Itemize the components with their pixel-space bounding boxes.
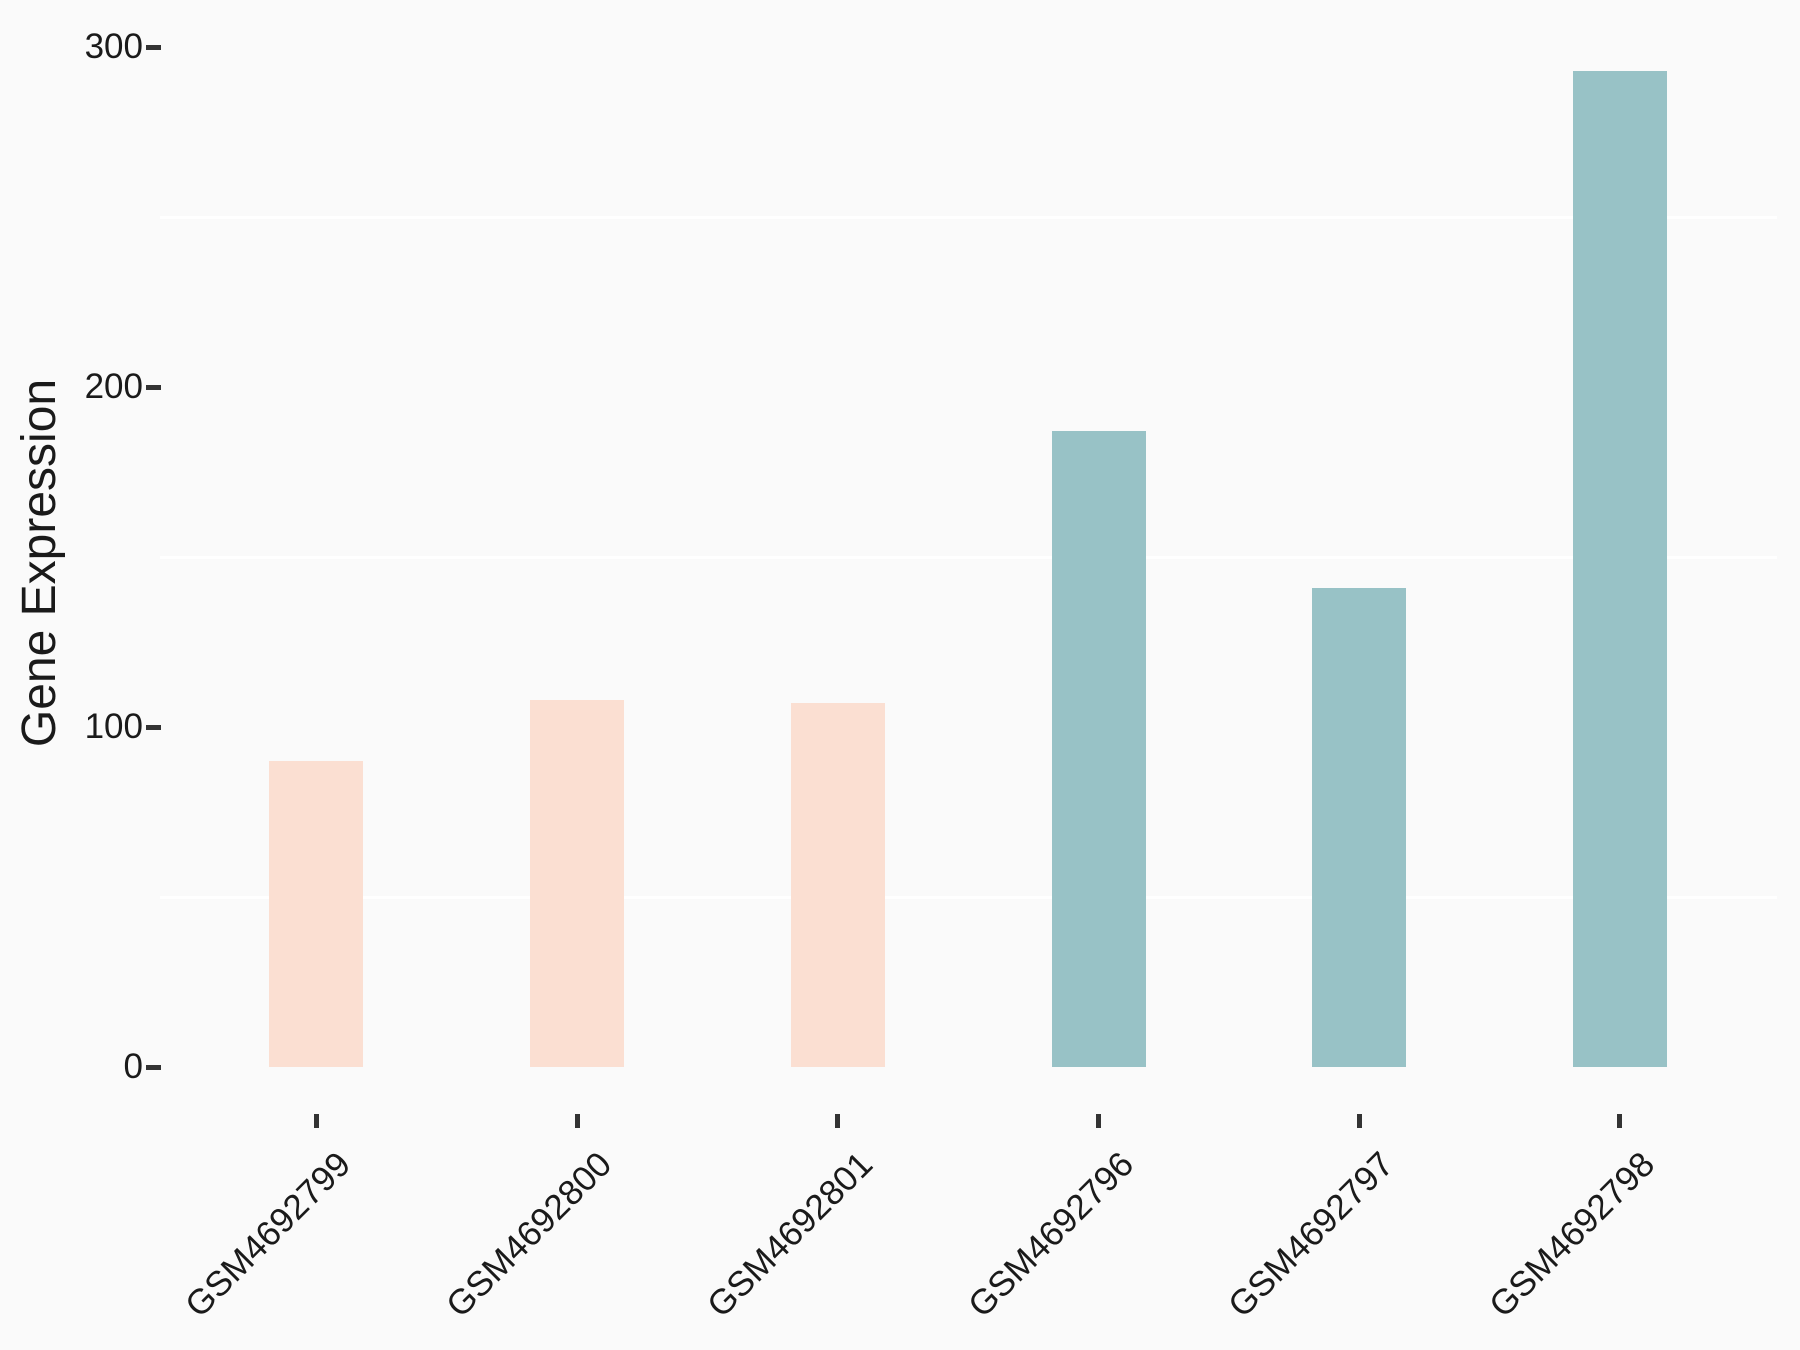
y-tick-mark-300 xyxy=(146,44,161,50)
x-tick-mark-GSM4692799 xyxy=(313,1114,319,1128)
y-tick-label-0: 0 xyxy=(123,1047,143,1086)
y-tick-label-100: 100 xyxy=(84,707,143,746)
x-tick-label-GSM4692799: GSM4692799 xyxy=(178,1144,359,1325)
minor-gridline-50 xyxy=(160,895,1777,899)
x-tick-label-GSM4692796: GSM4692796 xyxy=(960,1144,1141,1325)
minor-gridline-250 xyxy=(160,215,1777,219)
bar-GSM4692800 xyxy=(530,699,625,1067)
minor-gridline-150 xyxy=(160,555,1777,559)
x-tick-mark-GSM4692798 xyxy=(1617,1114,1623,1128)
x-tick-mark-GSM4692800 xyxy=(574,1114,580,1128)
x-tick-mark-GSM4692797 xyxy=(1356,1114,1362,1128)
bar-GSM4692796 xyxy=(1051,431,1146,1067)
y-tick-label-200: 200 xyxy=(84,367,143,406)
x-tick-label-GSM4692801: GSM4692801 xyxy=(699,1144,880,1325)
y-tick-mark-200 xyxy=(146,384,161,390)
x-tick-mark-GSM4692796 xyxy=(1096,1114,1102,1128)
x-tick-label-GSM4692797: GSM4692797 xyxy=(1221,1144,1402,1325)
x-tick-label-GSM4692798: GSM4692798 xyxy=(1481,1144,1663,1325)
x-tick-mark-GSM4692801 xyxy=(835,1114,841,1128)
bar-GSM4692798 xyxy=(1572,70,1667,1067)
bar-GSM4692799 xyxy=(269,761,364,1067)
bar-GSM4692801 xyxy=(790,703,885,1067)
y-tick-label-300: 300 xyxy=(84,27,143,66)
y-tick-mark-0 xyxy=(146,1064,161,1070)
y-tick-mark-100 xyxy=(146,724,161,730)
bar-GSM4692797 xyxy=(1312,587,1407,1067)
y-axis-title: Gene Expression xyxy=(13,378,66,748)
x-tick-label-GSM4692800: GSM4692800 xyxy=(438,1144,620,1325)
